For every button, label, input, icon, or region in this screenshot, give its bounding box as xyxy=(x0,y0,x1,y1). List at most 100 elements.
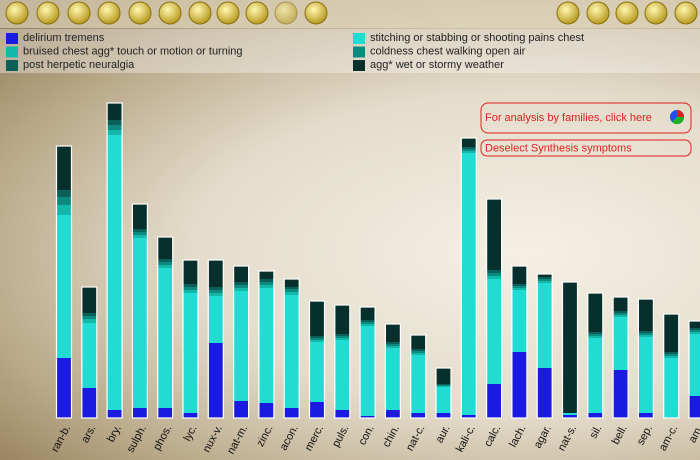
bar-segment xyxy=(132,408,148,418)
x-tick-label: phos. xyxy=(151,423,174,452)
bar-segment xyxy=(537,274,553,277)
bar-segment xyxy=(258,288,274,403)
button-label[interactable]: Deselect Synthesis symptoms xyxy=(485,142,632,154)
bar-segment xyxy=(81,323,97,388)
bar-segment xyxy=(613,313,629,315)
bar-segment xyxy=(81,319,97,323)
legend-label: delirium tremens xyxy=(23,32,105,44)
bar-segment xyxy=(334,410,350,418)
bar-segment xyxy=(183,293,198,413)
bar-segment xyxy=(233,401,249,418)
legend-panel xyxy=(0,29,700,73)
bar-segment xyxy=(587,336,603,338)
bar-segment xyxy=(562,415,578,418)
bar-segment xyxy=(157,259,173,262)
bar-segment xyxy=(436,384,451,385)
bar-segment xyxy=(385,348,401,410)
bar-outline xyxy=(359,306,376,419)
bar-segment xyxy=(284,279,300,287)
bar-segment xyxy=(360,416,376,418)
x-tick-label: con. xyxy=(356,423,376,447)
bar-segment xyxy=(638,333,654,335)
bar-segment xyxy=(183,260,198,284)
bar-segment xyxy=(537,279,553,281)
toolbar-icons[interactable] xyxy=(5,1,698,25)
legend-label: post herpetic neuralgia xyxy=(23,59,135,71)
bar-segment xyxy=(233,285,249,288)
bar-segment xyxy=(385,344,401,346)
bar-outline xyxy=(688,320,700,419)
bar-segment xyxy=(56,215,72,358)
legend-swatch xyxy=(6,46,18,58)
bar-outline xyxy=(612,296,629,419)
bar-outline xyxy=(258,270,275,419)
bar-segment xyxy=(638,299,654,331)
bar-outline xyxy=(207,259,224,419)
x-tick-label: sulph. xyxy=(125,423,149,455)
bar-segment xyxy=(385,342,401,344)
bar-outline xyxy=(637,298,655,419)
x-tick-label: ars. xyxy=(79,423,98,445)
bar-segment xyxy=(663,354,679,356)
x-tick-label: calc. xyxy=(482,423,503,449)
bar-segment xyxy=(486,199,502,270)
bar-segment xyxy=(511,266,527,284)
bar-segment xyxy=(334,340,350,410)
bar-outline xyxy=(435,367,452,419)
bar-segment xyxy=(233,291,249,401)
x-tick-label: zinc. xyxy=(254,423,275,449)
bar-segment xyxy=(258,279,274,282)
bar-outline xyxy=(410,334,427,419)
bar-segment xyxy=(81,316,97,319)
bar-segment xyxy=(208,290,224,293)
button-label[interactable]: For analysis by families, click here xyxy=(485,112,652,124)
bar-segment xyxy=(587,413,603,418)
legend-swatch xyxy=(6,60,18,71)
bar-segment xyxy=(689,328,700,330)
bar-segment xyxy=(461,415,477,418)
bar-segment xyxy=(56,190,72,197)
legend-label: stitching or stabbing or shooting pains … xyxy=(370,32,584,44)
x-tick-label: ran-b. xyxy=(49,423,73,454)
bar-segment xyxy=(309,301,325,336)
bar-segment xyxy=(56,146,72,190)
bar-segment xyxy=(663,352,679,354)
bar-segment xyxy=(461,153,477,415)
bar-segment xyxy=(587,334,603,336)
x-tick-label: kali-c. xyxy=(454,423,478,454)
x-tick-label: acon. xyxy=(278,423,301,452)
bar-outline xyxy=(131,203,148,419)
bar-outline xyxy=(283,278,300,419)
bar-segment xyxy=(334,305,350,334)
bar-segment xyxy=(410,351,426,353)
bar-segment xyxy=(486,270,502,273)
deselect-button[interactable]: Deselect Synthesis symptoms xyxy=(480,139,692,157)
bar-segment xyxy=(436,413,451,418)
families-button[interactable]: For analysis by families, click here xyxy=(480,102,692,134)
bar-segment xyxy=(81,313,97,316)
bar-segment xyxy=(309,402,325,418)
bar-segment xyxy=(562,282,578,413)
bar-segment xyxy=(638,337,654,413)
bar-segment xyxy=(613,317,629,370)
bar-segment xyxy=(436,385,451,386)
x-tick-label: chin. xyxy=(381,423,403,449)
bar-segment xyxy=(562,413,578,415)
bar-outline xyxy=(511,265,528,419)
legend-label: coldness chest walking open air xyxy=(370,45,526,57)
bar-outline xyxy=(81,286,98,419)
bar-segment xyxy=(461,149,477,151)
bar-segment xyxy=(258,285,274,288)
x-tick-label: nat-m. xyxy=(225,423,250,456)
bar-segment xyxy=(284,295,300,408)
bar-segment xyxy=(638,331,654,333)
bar-segment xyxy=(183,287,198,290)
bar-segment xyxy=(689,396,700,418)
x-tick-label: nat-s. xyxy=(556,423,580,453)
bar-segment xyxy=(689,330,700,332)
bar-segment xyxy=(486,276,502,279)
bar-segment xyxy=(385,324,401,342)
bar-segment xyxy=(107,125,123,130)
